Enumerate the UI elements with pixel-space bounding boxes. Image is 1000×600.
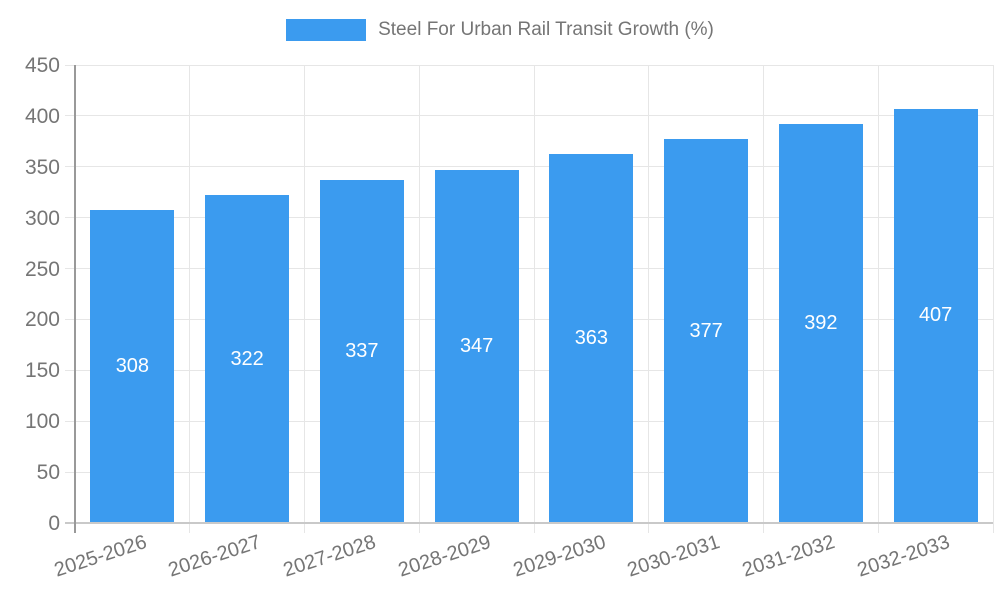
x-axis-tick-label: 2026-2027: [166, 531, 264, 582]
y-gridline: [65, 217, 993, 219]
y-axis-tick-label: 350: [24, 155, 60, 179]
x-axis-tick-label: 2027-2028: [280, 531, 379, 582]
bar-value-label: 322: [230, 347, 264, 370]
y-gridline: [65, 115, 993, 117]
x-axis-tick-label: 2030-2031: [625, 531, 723, 582]
bar[interactable]: 308: [90, 209, 175, 523]
y-axis-tick-label: 250: [24, 257, 60, 281]
y-gridline: [65, 64, 993, 66]
x-axis-tick-label: 2029-2030: [510, 531, 609, 582]
x-axis-tick-label: 2031-2032: [739, 531, 838, 582]
x-gridline: [763, 65, 764, 533]
x-gridline: [189, 65, 191, 533]
y-gridline: [65, 420, 993, 422]
x-gridline: [877, 65, 879, 533]
x-axis-tick-label: 2025-2026: [51, 531, 150, 582]
x-gridline: [304, 65, 305, 533]
plot-area: 0 50 100 150 200 250 300 350 400 450 308 322 337 347 3…: [25, 55, 994, 581]
bar-value-label: 377: [689, 319, 723, 342]
y-axis-tick-label: 100: [24, 410, 60, 434]
y-axis-line: [74, 65, 76, 533]
bar[interactable]: 337: [319, 180, 404, 523]
x-gridline: [648, 65, 650, 533]
bar[interactable]: 377: [664, 139, 749, 523]
y-gridline: [65, 318, 993, 320]
x-axis-line: [65, 521, 993, 524]
x-gridline: [992, 65, 994, 533]
y-gridline: [65, 471, 993, 473]
bar-value-label: 308: [115, 354, 150, 377]
bar-value-label: 347: [459, 334, 494, 357]
bar[interactable]: 392: [778, 124, 863, 523]
chart-legend[interactable]: Steel For Urban Rail Transit Growth (%): [0, 19, 1000, 41]
bar-value-label: 407: [918, 304, 953, 327]
y-axis-tick-label: 400: [24, 104, 60, 128]
y-axis-tick-label: 150: [24, 359, 60, 383]
y-gridline: [65, 369, 993, 371]
bar-value-label: 392: [804, 312, 838, 334]
bar[interactable]: 363: [549, 153, 634, 523]
bar[interactable]: 407: [893, 108, 978, 523]
legend-label: Steel For Urban Rail Transit Growth (%): [378, 19, 714, 40]
y-axis-tick-label: 50: [36, 461, 60, 485]
bar[interactable]: 347: [434, 169, 519, 523]
y-axis-tick-label: 0: [48, 512, 60, 535]
y-axis-tick-label: 450: [24, 54, 60, 77]
x-gridline: [533, 65, 535, 533]
y-gridline: [65, 268, 993, 270]
x-gridline: [418, 65, 420, 533]
bar-value-label: 337: [345, 339, 379, 362]
legend-swatch: [286, 19, 367, 41]
bar-value-label: 363: [574, 326, 609, 349]
bar[interactable]: 322: [205, 195, 290, 523]
x-axis-tick-label: 2032-2033: [854, 531, 953, 582]
y-axis-tick-label: 200: [24, 308, 60, 332]
y-gridline: [65, 166, 993, 168]
x-axis-tick-label: 2028-2029: [395, 531, 494, 582]
y-axis-tick-label: 300: [24, 206, 60, 230]
